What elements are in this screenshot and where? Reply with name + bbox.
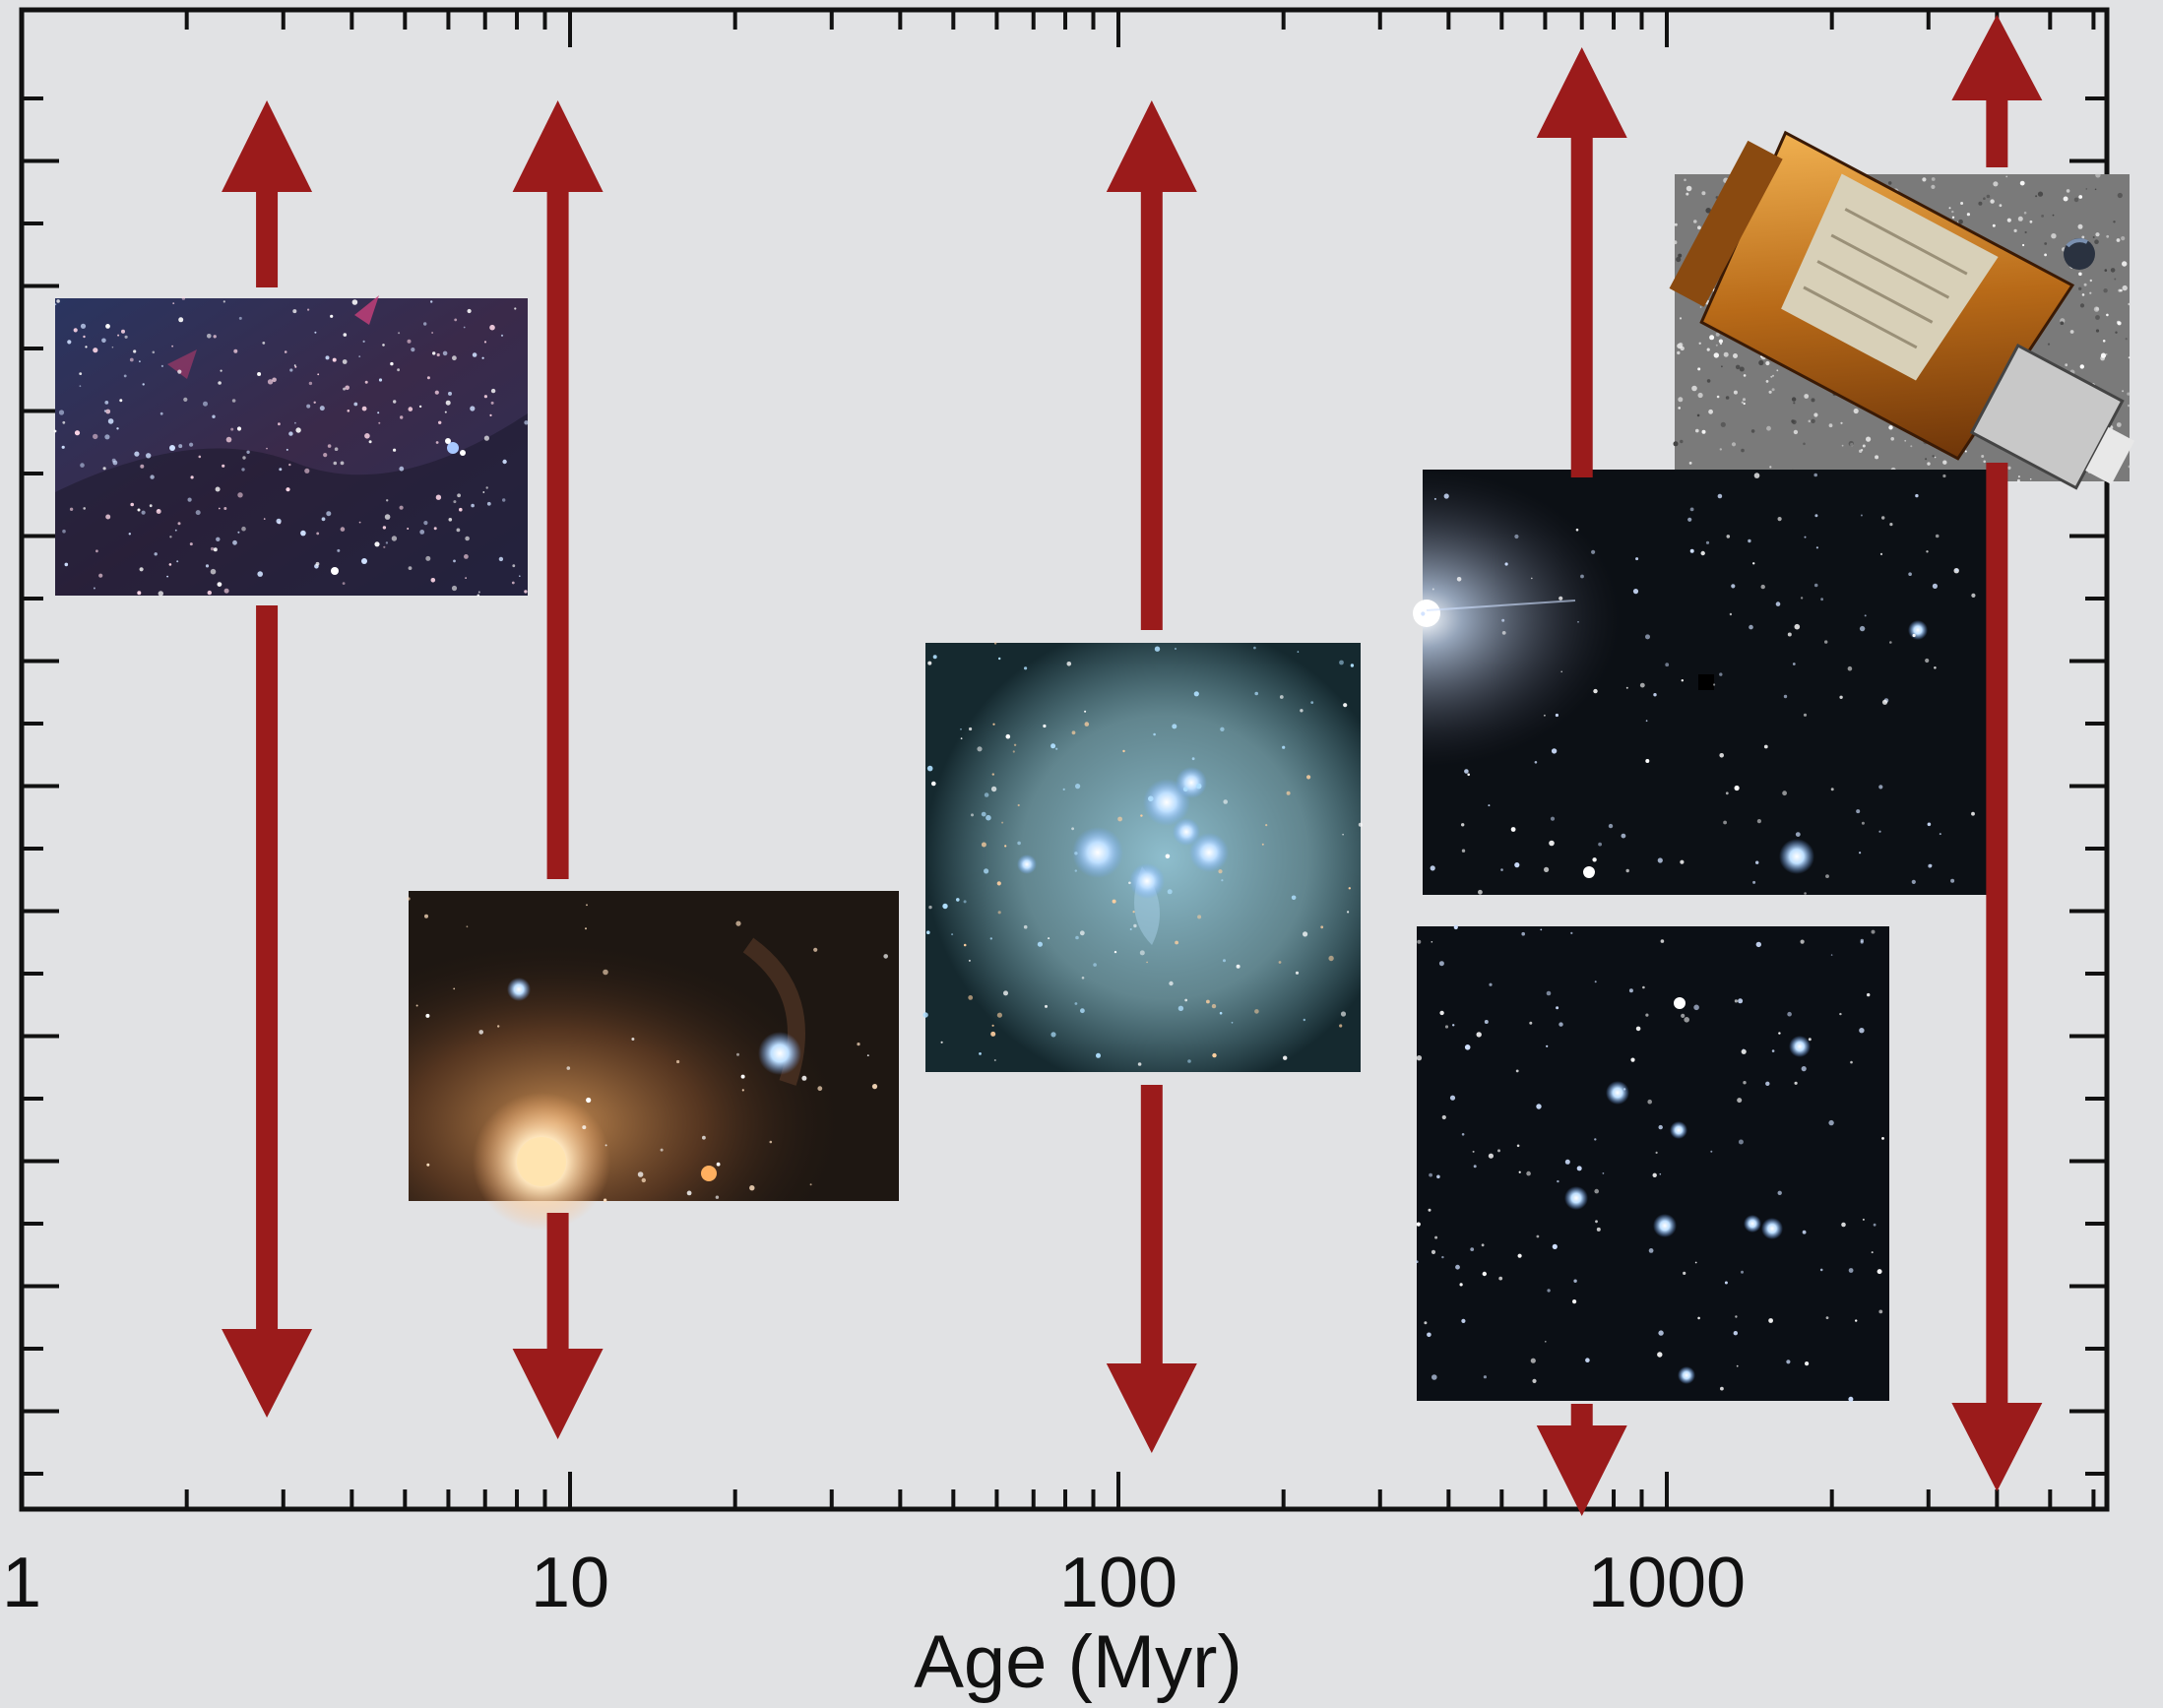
age-range-arrow: [222, 100, 313, 1418]
star-field-milky-way-icon: [53, 295, 529, 598]
kepler-spacecraft-icon: [1669, 130, 2135, 490]
hyades-star-field-icon: [1413, 470, 1987, 895]
age-range-arrow: [1106, 100, 1197, 1453]
x-axis-label: Age (Myr): [914, 1620, 1242, 1704]
x-tick-label: 1: [2, 1544, 41, 1622]
age-range-arrow: [512, 100, 604, 1439]
age-range-arrow: [1536, 47, 1627, 1516]
x-tick-label: 100: [1059, 1544, 1177, 1622]
x-tick-label: 1000: [1588, 1544, 1746, 1622]
rho-ophiuchi-nebula-icon: [407, 891, 899, 1231]
praesepe-cluster-icon: [1416, 924, 1889, 1402]
pleiades-nebula-icon: [922, 642, 1363, 1072]
x-tick-labels: 1 10 100 1000: [2, 1544, 1746, 1622]
x-tick-label: 10: [531, 1544, 609, 1622]
age-range-arrows: [222, 15, 2043, 1516]
age-range-arrow: [1951, 15, 2043, 1491]
